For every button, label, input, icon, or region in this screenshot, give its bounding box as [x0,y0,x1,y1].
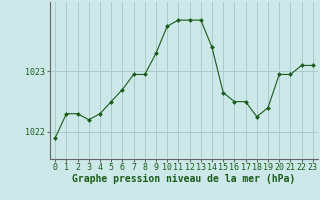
X-axis label: Graphe pression niveau de la mer (hPa): Graphe pression niveau de la mer (hPa) [72,174,296,184]
